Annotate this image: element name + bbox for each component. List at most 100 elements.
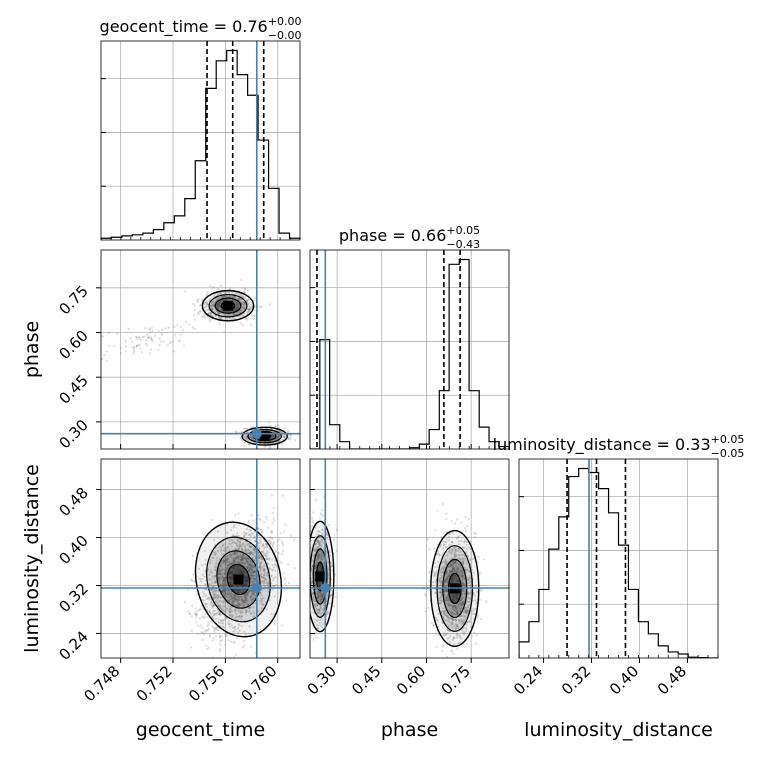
sample-point [321, 509, 324, 512]
sample-point [262, 547, 266, 550]
sample-point [250, 435, 253, 439]
sample-point [209, 319, 212, 323]
sample-point [245, 608, 248, 611]
sample-point [228, 564, 231, 567]
sample-point [245, 598, 248, 602]
sample-point [137, 336, 140, 339]
sample-point [139, 338, 142, 341]
sample-point [243, 435, 246, 438]
sample-point [147, 336, 151, 339]
sample-point [238, 610, 241, 613]
sample-point [286, 429, 290, 432]
sample-point [233, 593, 237, 597]
sample-point [132, 345, 135, 348]
sample-point [227, 589, 231, 592]
sample-point [231, 566, 234, 570]
sample-point [243, 556, 246, 560]
sample-point [216, 303, 219, 306]
hist-bar-geocent_time [195, 161, 205, 240]
sample-point [307, 603, 309, 605]
sample-point [235, 598, 238, 601]
sample-point [250, 437, 253, 440]
sample-point [217, 629, 221, 632]
sample-point [222, 560, 225, 563]
sample-point [231, 563, 234, 566]
sample-point [253, 547, 256, 550]
sample-point [247, 533, 251, 537]
sample-point [244, 580, 247, 583]
sample-point [193, 308, 196, 311]
sample-point [228, 599, 231, 602]
hist-bar-geocent_time [269, 188, 279, 240]
sample-point [238, 598, 241, 601]
sample-point [229, 592, 232, 595]
sample-point [187, 610, 190, 613]
sample-point [211, 625, 214, 628]
sample-point [234, 296, 237, 299]
sample-point [262, 551, 265, 554]
sample-point [214, 628, 217, 631]
hist-bar-luminosity_distance [668, 652, 678, 658]
sample-point [277, 434, 280, 438]
sample-point [250, 612, 253, 615]
sample-point [235, 599, 239, 602]
sample-point [217, 605, 220, 608]
sample-point [197, 313, 200, 316]
sample-point [211, 308, 214, 311]
sample-point [242, 305, 245, 309]
sample-point [277, 435, 280, 438]
sample-point [202, 616, 205, 619]
sample-point [246, 591, 249, 594]
sample-point [171, 340, 174, 343]
sample-point [259, 538, 262, 542]
sample-point [137, 344, 140, 347]
sample-point [259, 564, 262, 567]
sample-point [223, 577, 226, 580]
sample-point [310, 525, 313, 528]
sample-point [235, 306, 238, 310]
sample-point [244, 571, 248, 575]
sample-point [202, 632, 206, 636]
sample-point [235, 557, 238, 561]
sample-point [214, 315, 218, 318]
sample-point [224, 562, 227, 565]
sample-point [249, 589, 252, 593]
sample-point [236, 292, 239, 295]
sample-point [224, 589, 227, 592]
sample-point [293, 439, 297, 442]
sample-point [267, 562, 270, 565]
sample-point [228, 610, 231, 614]
sample-point [241, 309, 244, 312]
sample-point [201, 638, 205, 641]
sample-point [216, 304, 219, 307]
sample-point [213, 630, 216, 633]
sample-point [237, 622, 240, 626]
sample-point [247, 557, 250, 560]
sample-point [226, 558, 229, 561]
sample-point [277, 435, 281, 438]
sample-point [233, 595, 237, 598]
sample-point [268, 558, 271, 561]
sample-point [212, 304, 216, 307]
sample-point [253, 548, 257, 551]
sample-point [248, 606, 251, 610]
sample-point [240, 595, 244, 599]
sample-point [235, 431, 238, 434]
sample-point [248, 564, 252, 567]
sample-point [235, 589, 238, 592]
sample-point [217, 316, 220, 319]
sample-point [124, 345, 127, 348]
sample-point [230, 583, 234, 587]
sample-point [239, 561, 243, 564]
sample-point [219, 570, 222, 573]
sample-point [236, 302, 239, 305]
sample-point [264, 577, 267, 580]
sample-point [253, 550, 256, 554]
sample-point [247, 591, 250, 594]
sample-point [205, 588, 208, 591]
hist-bar-luminosity_distance [619, 545, 629, 658]
density-peak [222, 300, 233, 311]
sample-point [252, 571, 255, 574]
sample-point [211, 300, 214, 303]
sample-point [147, 335, 150, 339]
